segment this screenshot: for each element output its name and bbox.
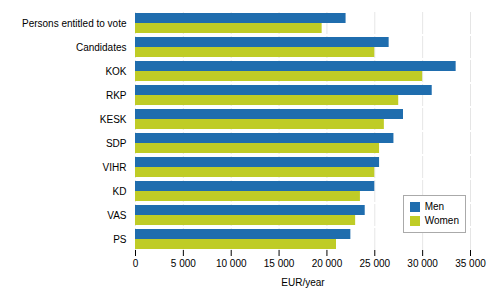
svg-text:Candidates: Candidates: [76, 42, 127, 53]
svg-text:15 000: 15 000: [264, 258, 295, 269]
svg-text:SDP: SDP: [106, 138, 127, 149]
svg-text:VIHR: VIHR: [103, 162, 127, 173]
svg-text:VAS: VAS: [107, 210, 127, 221]
svg-text:35 000: 35 000: [455, 258, 486, 269]
html-text:Women: Women: [424, 215, 459, 226]
svg-text:KD: KD: [113, 186, 127, 197]
svg-text:20 000: 20 000: [312, 258, 343, 269]
svg-text:0: 0: [133, 258, 139, 269]
svg-text:10 000: 10 000: [216, 258, 247, 269]
svg-text:PS: PS: [113, 234, 127, 245]
svg-text:5 000: 5 000: [171, 258, 196, 269]
html-text:Men: Men: [424, 201, 445, 212]
svg-text:KOK: KOK: [105, 66, 126, 77]
svg-text:25 000: 25 000: [359, 258, 390, 269]
svg-text:EUR/year: EUR/year: [281, 277, 325, 288]
svg-text:RKP: RKP: [106, 90, 127, 101]
svg-text:KESK: KESK: [100, 114, 127, 125]
svg-text:30 000: 30 000: [407, 258, 438, 269]
svg-text:Persons entitled to vote: Persons entitled to vote: [22, 18, 127, 29]
